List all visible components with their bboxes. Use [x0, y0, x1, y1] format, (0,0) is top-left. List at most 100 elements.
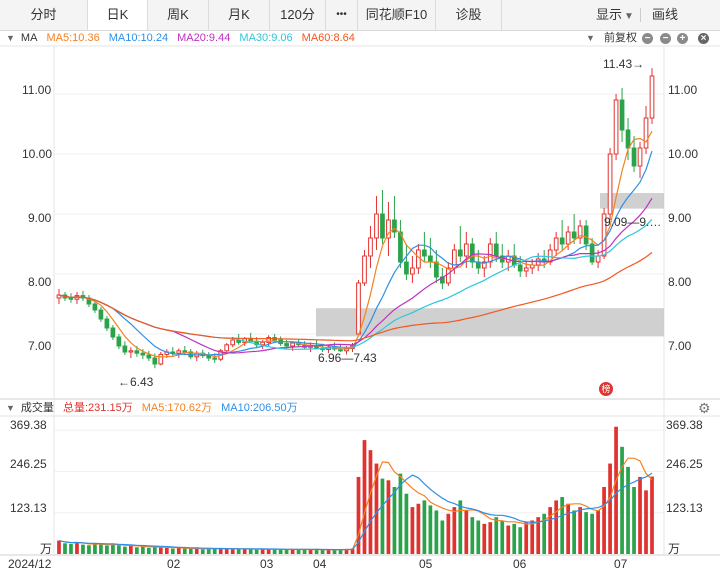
candle-body [625, 129, 631, 149]
volume-bar [446, 513, 451, 554]
price-tick-left: 11.00 [22, 83, 52, 97]
candle-body [182, 350, 188, 353]
tab-monthly-k[interactable]: 月K [209, 0, 270, 30]
volume-bar [332, 549, 337, 554]
candle-body [577, 225, 583, 239]
ma20-legend: MA20:9.44 [177, 32, 231, 44]
draw-line-button[interactable]: 画线 [652, 7, 679, 22]
volume-bar [578, 507, 582, 554]
tab-daily-k[interactable]: 日K [88, 0, 148, 30]
volume-bar [188, 548, 193, 554]
volume-tick-right: 123.13 [666, 501, 703, 515]
candle-body [128, 350, 134, 353]
volume-bar [560, 497, 565, 554]
low-price-annotation: ←6.43 [118, 375, 154, 389]
volume-indicator-name[interactable]: 成交量 [20, 402, 54, 414]
tab-weekly-k[interactable]: 周K [148, 0, 209, 30]
candle-body [176, 350, 182, 354]
adjust-menu[interactable]: ▼ 前复权 [586, 30, 643, 46]
tab-120min[interactable]: 120分 [270, 0, 326, 30]
volume-bar [338, 549, 343, 554]
collapse-triangle-icon[interactable]: ▼ [6, 403, 15, 413]
candle-body [368, 237, 373, 257]
gear-icon[interactable]: ⚙ [698, 400, 711, 416]
candle-body [146, 354, 152, 359]
volume-bar [200, 549, 205, 554]
volume-bar [218, 547, 223, 554]
candle-body [487, 243, 493, 263]
price-legend: ▼ MA MA5:10.36 MA10:10.24 MA20:9.44 MA30:… [6, 30, 361, 46]
volume-bar [170, 548, 175, 554]
volume-bar [63, 543, 67, 554]
volume-bar [266, 549, 271, 554]
volume-bar [87, 545, 91, 554]
candle-body [565, 231, 571, 245]
volume-bar [164, 547, 169, 554]
volume-bar [590, 513, 594, 554]
date-tick: 05 [419, 557, 433, 571]
candle-body [439, 276, 445, 284]
tab-f10[interactable]: 同花顺F10 [358, 0, 436, 30]
candle-body [152, 357, 158, 365]
zoom-out-icon[interactable]: − [660, 33, 671, 44]
candle-body [583, 225, 589, 245]
candle-body [266, 337, 272, 343]
ma10-legend: MA10:10.24 [108, 32, 169, 44]
candle-body [422, 249, 427, 257]
date-tick: 06 [513, 557, 527, 571]
volume-bar [57, 540, 61, 554]
minimize-icon[interactable]: − [642, 33, 653, 44]
volume-bar [146, 547, 151, 554]
candle-body [92, 303, 98, 311]
candle-body [110, 327, 116, 338]
candle-body [571, 231, 577, 239]
price-indicator-name[interactable]: MA [20, 32, 38, 44]
volume-bar [314, 549, 319, 554]
candle-body [428, 255, 433, 263]
candle-body [122, 345, 128, 353]
volume-tick-right: 369.38 [666, 418, 703, 432]
candle-body [284, 343, 289, 347]
support-zone-label: 6.96—7.43 [318, 351, 377, 365]
ma60-legend: MA60:8.64 [301, 32, 355, 44]
candle-body [607, 153, 613, 215]
volume-bar [422, 500, 427, 554]
display-menu[interactable]: 显示 ▼ [596, 0, 634, 30]
candle-body [116, 336, 122, 347]
price-tick-right: 9.00 [668, 211, 692, 225]
volume-bar [620, 446, 624, 554]
volume-bar [344, 548, 349, 554]
display-label: 显示 [596, 7, 623, 22]
zoom-in-icon[interactable]: + [677, 33, 688, 44]
close-icon[interactable]: × [698, 33, 709, 44]
volume-bar [638, 476, 642, 554]
collapse-triangle-icon[interactable]: ▼ [6, 33, 15, 43]
volume-bar [236, 548, 241, 554]
volume-bar [111, 543, 115, 554]
tab-diagnose[interactable]: 诊股 [436, 0, 502, 30]
candle-body [398, 231, 403, 263]
price-tick-left: 10.00 [22, 147, 53, 161]
price-tick-left: 8.00 [28, 275, 52, 289]
candle-body [463, 243, 469, 257]
volume-bar [248, 548, 253, 554]
candle-body [68, 297, 74, 300]
volume-bar [416, 503, 421, 554]
tab-intraday[interactable]: 分时 [0, 0, 88, 30]
volume-bar [194, 548, 199, 554]
rank-badge[interactable]: 榜 [599, 382, 613, 396]
price-tick-left: 9.00 [28, 211, 52, 225]
volume-bar [158, 547, 163, 554]
candle-body [140, 352, 146, 356]
volume-bar [650, 476, 654, 554]
date-tick: 04 [313, 557, 327, 571]
candle-body [356, 282, 361, 335]
candle-body [98, 309, 104, 320]
candle-body [374, 213, 379, 239]
adjust-label: 前复权 [603, 32, 637, 44]
ma30-legend: MA30:9.06 [239, 32, 293, 44]
volume-bar [380, 478, 385, 554]
more-tabs-button[interactable]: ••• [326, 0, 358, 30]
volume-legend: ▼ 成交量 总量:231.15万 MA5:170.62万 MA10:206.50万 [6, 400, 304, 416]
